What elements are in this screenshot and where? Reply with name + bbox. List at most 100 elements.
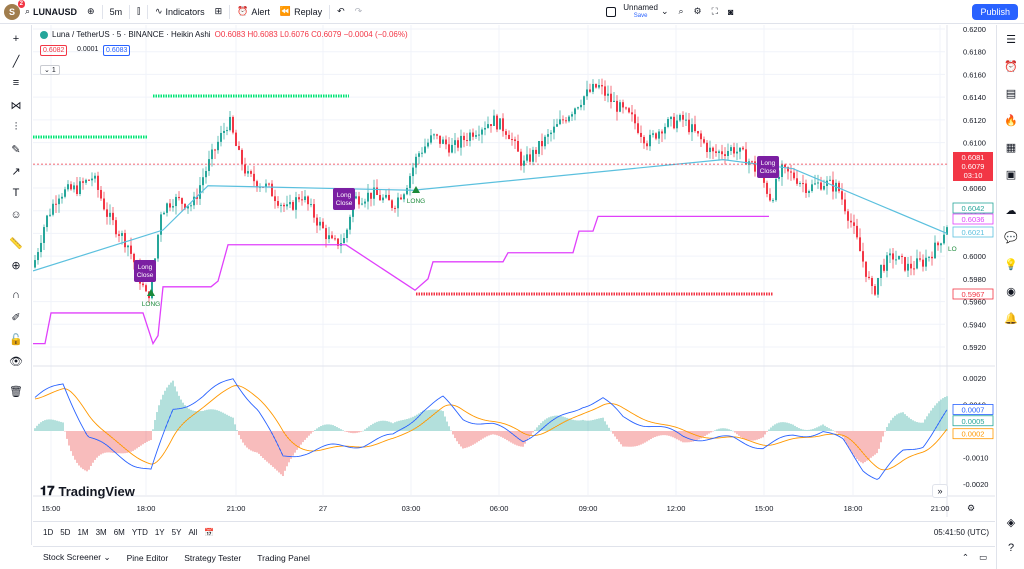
crosshair-tool-icon[interactable]: + [12,33,20,45]
help-icon[interactable]: ? [1007,542,1015,554]
macd-tick-label: -0.0020 [963,480,988,489]
range-5y[interactable]: 5Y [171,528,182,537]
chart-type-button[interactable]: ⫿ [132,0,145,24]
histogram-bar [866,431,868,461]
maximize-icon[interactable]: ▭ [978,552,987,562]
replay-button[interactable]: ⏪ Replay [275,0,327,24]
date-range-icon[interactable]: 📅 [204,528,215,537]
tab-stock-screener[interactable]: Stock Screener ⌄ [43,552,111,563]
trash-icon[interactable]: 🗑 [9,385,23,398]
notifications-bell-icon[interactable]: 🔔 [1004,312,1018,325]
layers-icon[interactable]: ◈ [1006,516,1016,529]
range-3m[interactable]: 3M [95,528,107,537]
arrow-tool-icon[interactable]: ↗ [11,165,21,178]
fib-tool-icon[interactable]: ≡ [12,77,20,89]
range-ytd[interactable]: YTD [131,528,148,537]
indicator-toggle[interactable]: ⌄ 1 [40,65,60,75]
brush-tool-icon[interactable]: ✎ [11,143,21,156]
publish-button[interactable]: Publish [972,3,1018,20]
price-label-a: 0.6042 [952,202,994,214]
tab-trading-panel[interactable]: Trading Panel [257,552,310,563]
tab-pine-editor[interactable]: Pine Editor [126,552,169,563]
candle-body [430,135,432,143]
zoom-in-icon[interactable]: ⊕ [11,259,21,272]
chat-icon[interactable]: 💬 [1004,231,1018,244]
histogram-bar [932,407,934,431]
news-icon[interactable]: ▣ [1005,168,1017,181]
streams-icon[interactable]: ◉ [1006,285,1016,298]
undo-button[interactable]: ↶ [332,0,350,24]
magnet-icon[interactable]: ∩ [12,289,20,301]
user-avatar[interactable]: S 2 [4,0,25,20]
lock-icon[interactable]: 🔓 [9,333,23,346]
redo-button[interactable]: ↷ [350,0,368,24]
text-tool-icon[interactable]: T [12,187,20,199]
indicators-button[interactable]: ∿ Indicators [150,0,210,24]
market-status-icon [40,30,48,39]
time-tick-label: 06:00 [490,504,509,513]
alerts-clock-icon[interactable]: ⏰ [1004,60,1018,73]
range-1y[interactable]: 1Y [154,528,165,537]
candle-body [817,182,819,184]
histogram-bar [104,431,106,453]
candle-body [916,258,918,269]
scroll-to-realtime-button[interactable]: » [932,484,948,498]
candle-body [616,100,618,112]
panel-controls: ⌃ ▭ [962,552,987,563]
histogram-bar [804,429,806,431]
tab-strategy-tester[interactable]: Strategy Tester [184,552,242,563]
range-1d[interactable]: 1D [43,528,54,537]
projection-tool-icon[interactable]: ⫶ [14,120,18,133]
range-all[interactable]: All [188,528,198,537]
bid-price[interactable]: 0.6082 [40,45,68,56]
quick-search-button[interactable]: ⌕ [674,0,689,24]
histogram-bar [166,387,168,431]
trendline-tool-icon[interactable]: ╱ [12,55,20,68]
range-1m[interactable]: 1M [77,528,89,537]
settings-button[interactable]: ⚙ [689,0,707,24]
histogram-bar [802,429,804,431]
candle-body [61,196,63,199]
lightbulb-icon[interactable]: 💡 [1004,258,1018,271]
chevron-up-icon[interactable]: ⌃ [961,552,969,562]
compare-button[interactable]: ⊕ [82,0,100,24]
toolbar-divider [329,4,331,19]
symbol-search[interactable]: ⌕ LUNAUSD [20,0,82,24]
range-6m[interactable]: 6M [113,528,125,537]
candle-body [520,151,522,166]
range-5d[interactable]: 5D [60,528,71,537]
layout-button[interactable]: Unnamed Save ⌄ [601,0,673,24]
candle-body [64,189,66,197]
utc-clock[interactable]: 05:41:50 (UTC) [933,528,989,537]
datawindow-icon[interactable]: ▤ [1005,87,1017,100]
candle-body [286,204,288,207]
candle-body [322,221,324,229]
alert-button[interactable]: ⏰ Alert [232,0,275,24]
templates-button[interactable]: ⊞ [210,0,228,24]
candle-body [256,181,258,188]
candle-body [580,104,582,108]
pattern-tool-icon[interactable]: ⋈ [10,99,22,112]
candle-body [841,191,843,200]
candle-body [538,140,540,154]
snapshot-button[interactable]: ◙ [723,0,738,24]
chart-canvas[interactable]: 0.6200 0.6180 0.6160 0.6140 0.6120 0.6100 0.60… [33,25,995,517]
histogram-bar [154,420,156,431]
hotlist-icon[interactable]: 🔥 [1004,114,1018,127]
candle-body [805,183,807,193]
ruler-tool-icon[interactable]: 📏 [9,237,23,250]
candle-body [640,132,642,137]
eye-icon[interactable]: 👁 [9,355,23,368]
histogram-bar [386,421,388,431]
histogram-bar [468,431,470,447]
candle-body [904,257,906,271]
calendar-icon[interactable]: ▦ [1005,141,1017,154]
fullscreen-button[interactable]: ⛶ [707,0,723,24]
watchlist-icon[interactable]: ☰ [1006,33,1016,46]
interval-button[interactable]: 5m [109,6,123,17]
lock-drawing-icon[interactable]: ✐ [11,311,21,324]
ask-price[interactable]: 0.6083 [103,45,131,56]
histogram-bar [178,395,180,431]
emoji-tool-icon[interactable]: ☺ [10,209,22,221]
ideas-cloud-icon[interactable]: ☁ [1005,204,1017,217]
